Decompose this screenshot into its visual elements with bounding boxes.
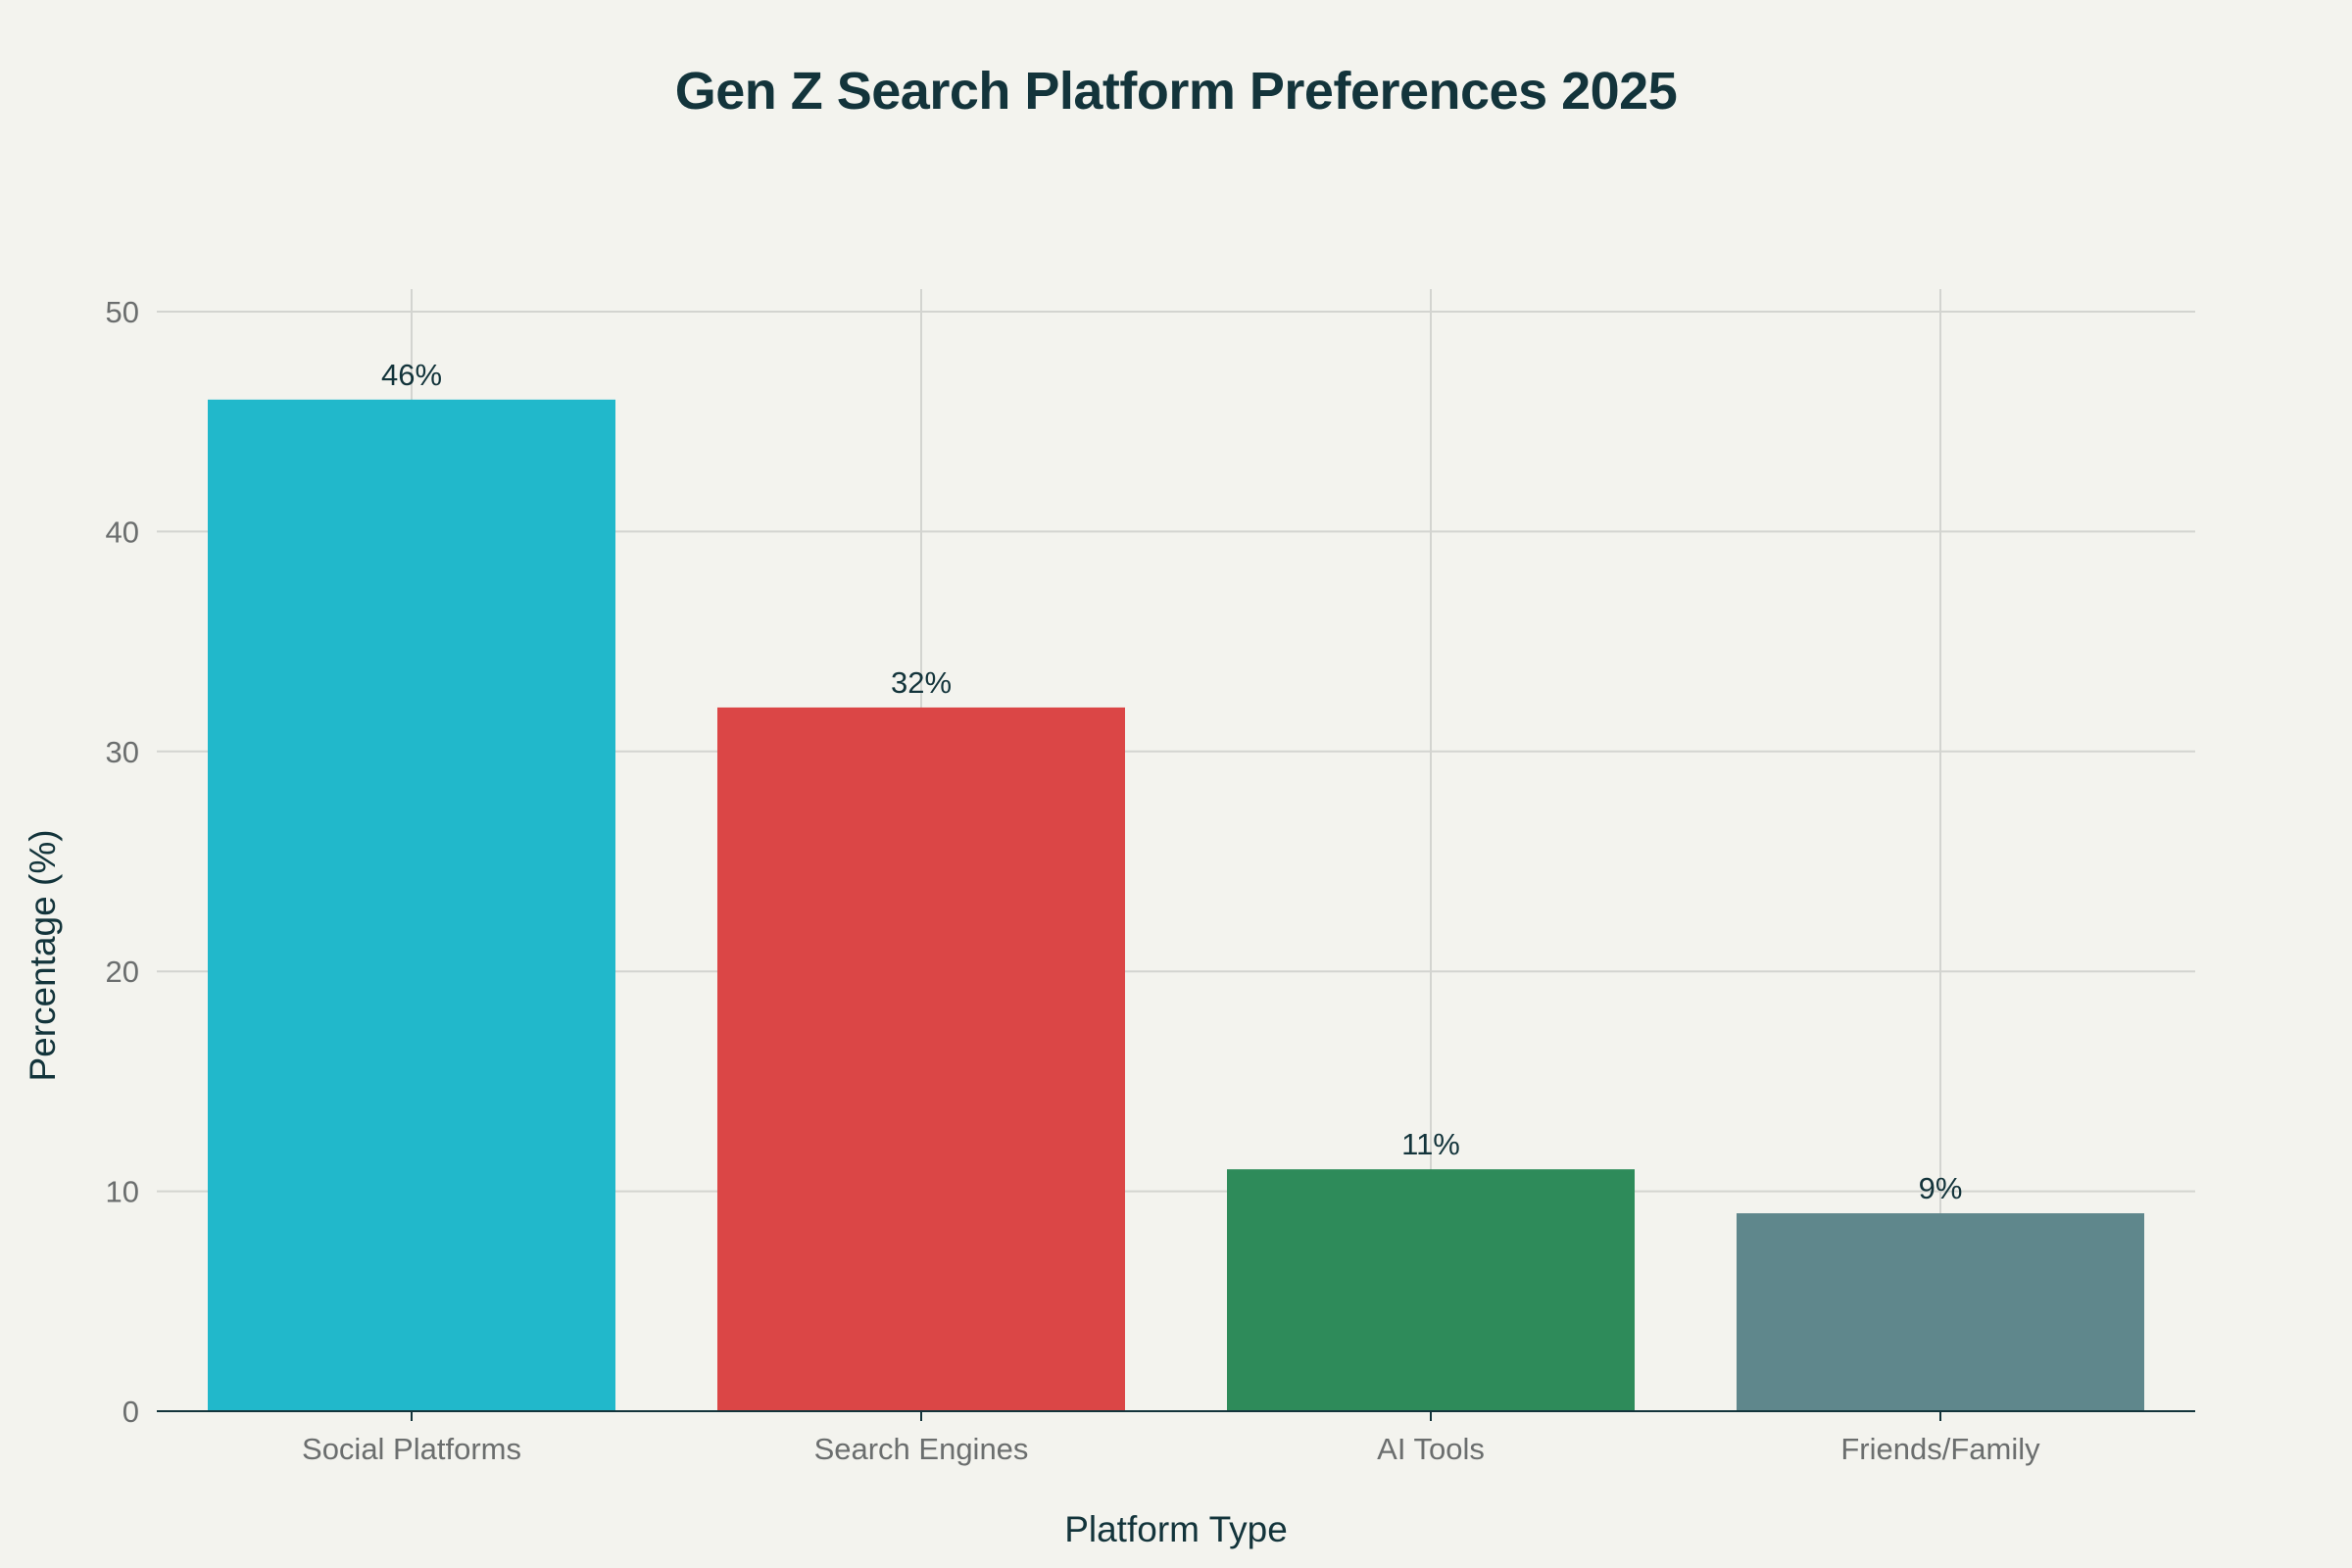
bar-ai-tools — [1227, 1169, 1635, 1411]
x-tick-label: Friends/Family — [1840, 1432, 2040, 1466]
y-tick-label: 0 — [122, 1395, 139, 1429]
bar-social-platforms — [208, 399, 615, 1411]
bars-layer — [157, 399, 2195, 1412]
chart-title: Gen Z Search Platform Preferences 2025 — [674, 62, 1678, 121]
bar-search-engines — [717, 707, 1125, 1411]
data-label: 9% — [1919, 1171, 1963, 1205]
x-tick-label: Search Engines — [814, 1432, 1029, 1466]
data-label: 11% — [1401, 1127, 1460, 1161]
labels-layer: 0 10 20 30 40 50 46% Social Platforms 32% Search … — [106, 295, 2041, 1466]
y-axis-title: Percentage (%) — [23, 829, 63, 1081]
x-axis-title: Platform Type — [1064, 1509, 1288, 1549]
data-label: 32% — [891, 665, 952, 700]
x-tick-label: AI Tools — [1377, 1432, 1485, 1466]
data-label: 46% — [381, 358, 442, 392]
y-tick-label: 40 — [106, 514, 139, 549]
x-tick-label: Social Platforms — [302, 1432, 521, 1466]
bar-friends-family — [1737, 1213, 2144, 1411]
y-tick-label: 20 — [106, 955, 139, 989]
y-tick-label: 10 — [106, 1175, 139, 1209]
y-tick-label: 50 — [106, 295, 139, 329]
y-tick-label: 30 — [106, 735, 139, 769]
